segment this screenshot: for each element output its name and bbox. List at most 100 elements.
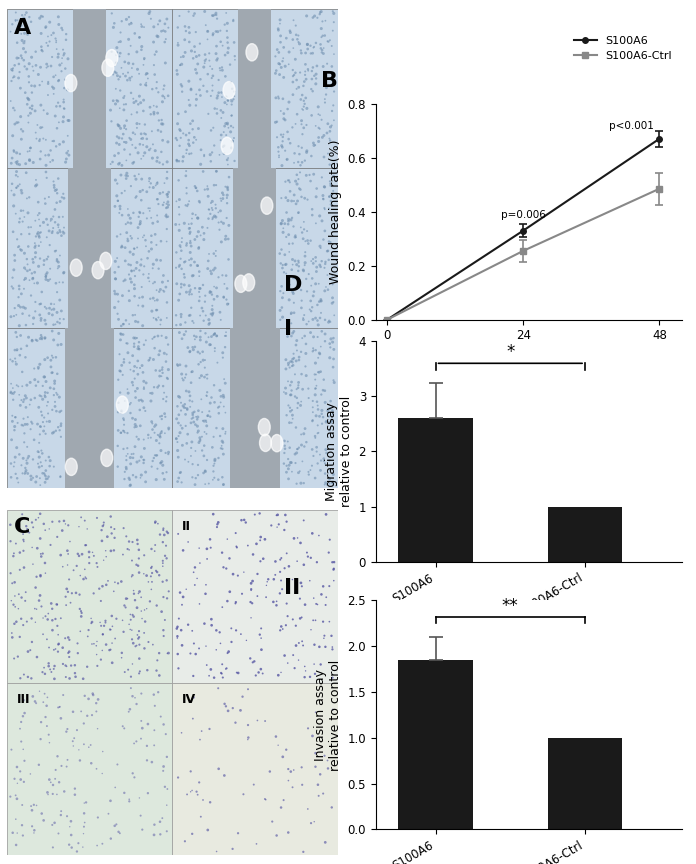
Point [275,257,286,270]
Point [312,11,323,25]
Point [315,454,326,467]
Point [323,415,334,429]
Point [181,582,192,596]
Point [320,598,331,612]
Point [309,10,320,23]
Point [315,5,326,19]
Text: *: * [506,342,514,360]
Point [124,473,135,486]
Point [54,116,65,130]
Point [279,248,290,262]
Point [328,184,339,198]
Point [26,671,37,685]
Point [314,258,325,272]
Point [205,284,216,298]
Point [203,477,214,491]
Point [157,360,168,374]
Point [148,98,159,112]
Point [129,169,141,183]
Text: A: A [14,18,31,38]
Text: C: C [14,517,30,537]
Point [35,10,47,23]
Point [152,329,164,343]
Point [158,623,169,637]
Point [92,839,103,853]
Point [313,121,324,135]
Point [10,615,22,629]
Point [319,327,331,341]
Bar [173,328,338,488]
Point [116,403,127,417]
Point [25,469,36,483]
Point [199,295,210,308]
Point [17,419,29,433]
Point [186,252,197,266]
Point [50,642,61,656]
Point [33,360,44,374]
Point [214,61,226,75]
Point [173,155,184,168]
Point [287,271,299,285]
Point [214,384,226,397]
Point [86,708,97,722]
Point [314,209,325,223]
Point [25,767,36,781]
Point [22,523,33,537]
Point [324,235,335,249]
Point [49,183,61,197]
Point [65,828,77,842]
Point [204,404,215,418]
Point [108,21,119,35]
Point [88,549,100,562]
Point [282,609,293,623]
Point [238,787,249,801]
Point [141,67,152,80]
Point [151,45,162,59]
Point [48,210,59,224]
Point [51,35,62,49]
Point [307,442,318,456]
Point [324,423,335,437]
Point [177,126,189,140]
Point [300,346,311,360]
Point [287,327,298,340]
Point [324,189,335,203]
Point [287,211,298,225]
Point [58,191,70,205]
Point [280,143,291,157]
Point [305,326,316,340]
Point [315,260,326,274]
Point [185,765,196,778]
Point [317,403,328,417]
Point [10,410,21,424]
Point [324,477,335,491]
Point [192,259,203,273]
Point [127,535,138,549]
Point [50,612,61,626]
Point [287,63,299,77]
Point [17,307,28,321]
Point [134,630,145,644]
Point [155,364,166,378]
Point [35,27,47,41]
Point [93,693,104,707]
Point [152,685,164,699]
Point [46,365,57,379]
Point [121,226,132,239]
Point [324,472,335,486]
Point [287,237,299,251]
Point [143,428,154,442]
Point [10,14,21,28]
Point [202,385,213,399]
Circle shape [70,259,82,276]
Point [185,283,196,296]
Point [216,111,227,125]
Point [326,73,338,87]
Point [17,9,28,22]
Point [290,338,301,352]
Point [52,530,63,543]
Point [291,28,302,41]
Point [222,157,233,171]
Point [186,365,197,379]
Point [316,324,327,338]
